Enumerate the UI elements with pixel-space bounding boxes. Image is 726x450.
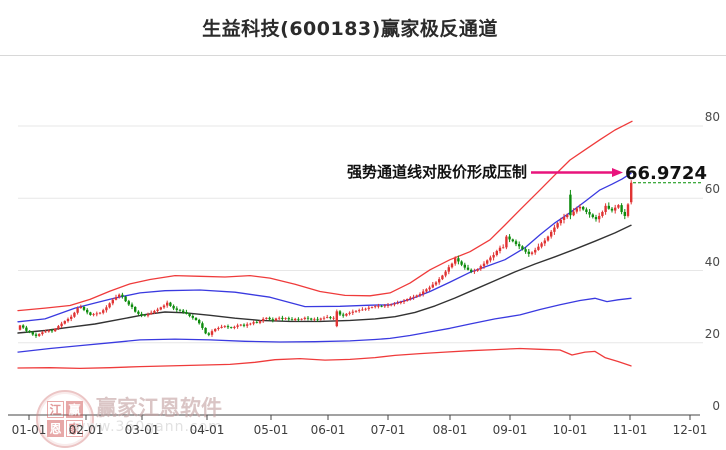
watermark-logo-grid: 江 赢 恩 家 — [47, 401, 83, 437]
x-tick-label: 12-01 — [672, 423, 708, 437]
x-tick-label: 08-01 — [432, 423, 468, 437]
watermark-logo-char: 家 — [66, 420, 83, 437]
x-tick-label: 11-01 — [612, 423, 648, 437]
annotation-arrow — [531, 168, 623, 177]
x-tick-label: 05-01 — [253, 423, 289, 437]
x-tick-label: 09-01 — [492, 423, 528, 437]
y-tick-label: 40 — [704, 254, 720, 269]
y-tick-label: 80 — [704, 110, 720, 124]
watermark-logo-char: 赢 — [66, 401, 83, 418]
x-tick-label: 03-01 — [124, 423, 160, 437]
page-title: 生益科技(600183)赢家极反通道 — [202, 18, 498, 40]
x-tick-label: 04-01 — [189, 423, 225, 437]
x-tick-label: 07-01 — [370, 423, 406, 437]
y-tick-label: 20 — [704, 326, 720, 341]
candlestick-series — [18, 180, 633, 338]
annotation-text: 强势通道线对股价形成压制 — [346, 163, 527, 181]
x-tick-label: 01-01 — [11, 423, 47, 437]
watermark-logo-char: 恩 — [47, 420, 64, 437]
watermark-logo: 江 赢 恩 家 — [36, 390, 94, 448]
channel-line-inner-support-blue — [17, 297, 632, 353]
x-tick-label: 10-01 — [552, 423, 588, 437]
channel-line-outer-support-red — [17, 347, 632, 370]
channel-line-mid-line-black — [17, 224, 632, 334]
watermark-url: www.360gann.com — [74, 419, 223, 435]
watermark-brand: 赢家江恩软件 — [96, 396, 222, 420]
x-tick-label: 02-01 — [68, 423, 104, 437]
x-tick-label: 06-01 — [310, 423, 346, 437]
channel-line-outer-resistance-red — [17, 120, 633, 312]
channel-price-label: 66.9724 — [625, 163, 707, 184]
watermark-logo-char: 江 — [47, 401, 64, 418]
y-tick-label: 60 — [704, 182, 720, 197]
gridlines — [18, 125, 703, 344]
y-tick-label: 0 — [712, 399, 720, 413]
